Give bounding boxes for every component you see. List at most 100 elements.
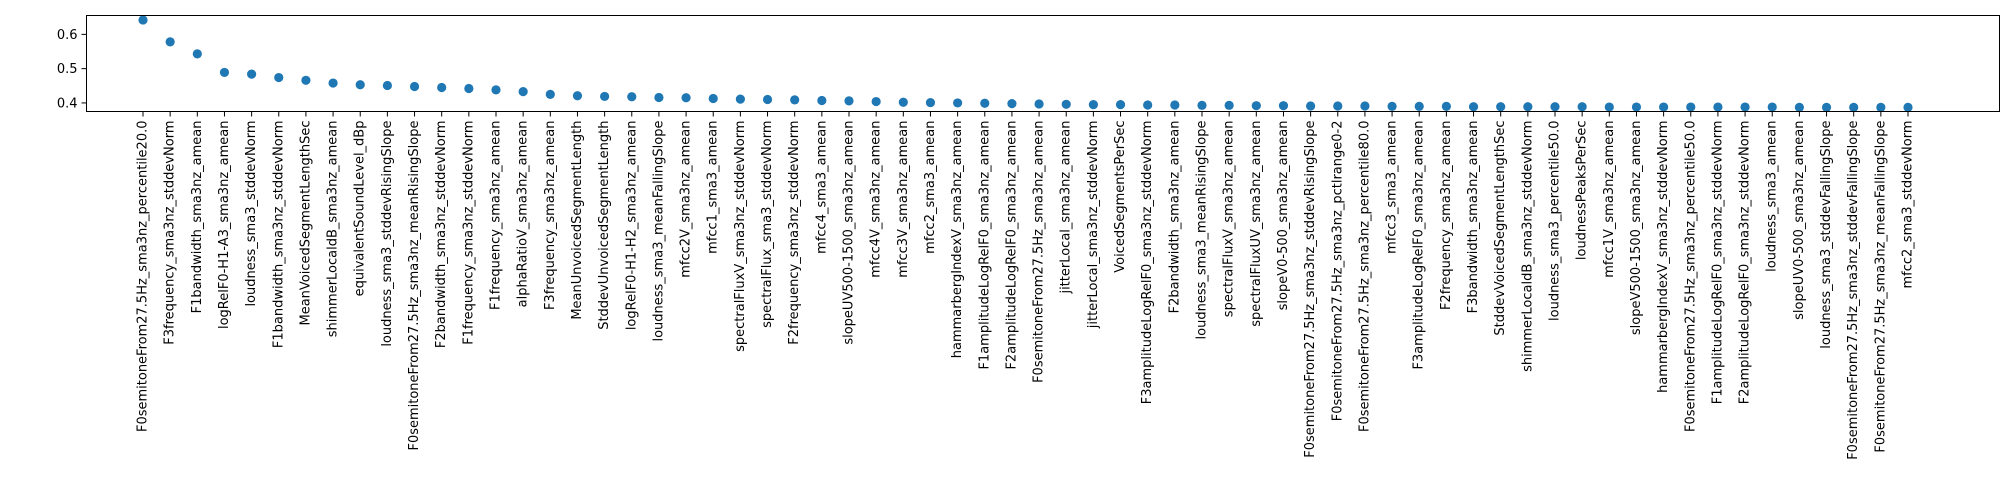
data-point bbox=[1659, 102, 1668, 111]
data-point bbox=[1442, 102, 1451, 111]
data-point bbox=[1062, 100, 1071, 109]
x-tick-label: F1bandwidth_sma3nz_amean bbox=[190, 120, 205, 313]
data-point bbox=[1469, 102, 1478, 111]
x-tick-label: MeanUnvoicedSegmentLength bbox=[570, 121, 585, 320]
x-tick-label: F1frequency_sma3nz_amean bbox=[489, 121, 504, 311]
data-point bbox=[763, 95, 772, 104]
x-tick-label: slopeUV500-1500_sma3nz_amean bbox=[842, 121, 857, 345]
x-tick-label: F1amplitudeLogRelF0_sma3nz_stddevNorm bbox=[1710, 121, 1725, 405]
data-point bbox=[681, 93, 690, 102]
data-point bbox=[790, 95, 799, 104]
x-tick-label: F0semitoneFrom27.5Hz_sma3nz_amean bbox=[1032, 121, 1047, 383]
data-point bbox=[301, 76, 310, 85]
data-point bbox=[844, 96, 853, 105]
x-tick-label: F0semitoneFrom27.5Hz_sma3nz_percentile50… bbox=[1683, 121, 1698, 433]
x-tick-label: F2amplitudeLogRelF0_sma3nz_amean bbox=[1004, 121, 1019, 370]
x-tick-label: jitterLocal_sma3nz_amean bbox=[1059, 121, 1074, 295]
x-tick-label: F0semitoneFrom27.5Hz_sma3nz_stddevFallin… bbox=[1846, 121, 1861, 460]
x-tick-label: MeanVoicedSegmentLengthSec bbox=[298, 121, 313, 326]
x-tick-label: shimmerLocaldB_sma3nz_stddevNorm bbox=[1520, 121, 1535, 372]
x-tick-label: alphaRatioV_sma3nz_amean bbox=[516, 121, 531, 308]
data-point bbox=[1795, 103, 1804, 112]
x-tick-label: hammarbergIndexV_sma3nz_amean bbox=[950, 121, 965, 359]
x-tick-label: shimmerLocaldB_sma3nz_amean bbox=[326, 120, 341, 337]
data-point bbox=[1686, 102, 1695, 111]
data-point bbox=[1578, 102, 1587, 111]
data-point bbox=[953, 98, 962, 107]
x-tick-label: slopeUV0-500_sma3nz_amean bbox=[1792, 121, 1807, 320]
x-tick-label: F2bandwidth_sma3nz_stddevNorm bbox=[434, 121, 449, 349]
data-point bbox=[1007, 99, 1016, 108]
data-point bbox=[166, 37, 175, 46]
data-point bbox=[1740, 102, 1749, 111]
x-tick-label: spectralFluxV_sma3nz_amean bbox=[1222, 121, 1237, 318]
data-point bbox=[437, 83, 446, 92]
data-point bbox=[899, 98, 908, 107]
data-point bbox=[1415, 102, 1424, 111]
data-point bbox=[1876, 103, 1885, 112]
data-point bbox=[410, 82, 419, 91]
x-tick-label: F2amplitudeLogRelF0_sma3nz_stddevNorm bbox=[1738, 121, 1753, 405]
x-tick-label: F3frequency_sma3nz_stddevNorm bbox=[163, 121, 178, 345]
data-point bbox=[1768, 102, 1777, 111]
data-point bbox=[872, 97, 881, 106]
data-point bbox=[138, 15, 147, 24]
x-tick-label: loudness_sma3_amean bbox=[1765, 121, 1780, 272]
x-tick-label: mfcc4_sma3_amean bbox=[814, 121, 829, 254]
data-point bbox=[193, 49, 202, 58]
data-point bbox=[1605, 102, 1614, 111]
x-tick-label: mfcc4V_sma3nz_amean bbox=[869, 120, 884, 277]
x-tick-label: loudness_sma3_meanFallingSlope bbox=[651, 121, 666, 342]
data-point bbox=[1225, 101, 1234, 110]
x-tick-label: spectralFluxUV_sma3nz_amean bbox=[1249, 121, 1264, 327]
data-point bbox=[1496, 102, 1505, 111]
x-tick-label: F0semitoneFrom27.5Hz_sma3nz_meanRisingSl… bbox=[407, 121, 422, 451]
x-tick-label: spectralFlux_sma3_stddevNorm bbox=[760, 121, 775, 328]
data-point bbox=[1713, 102, 1722, 111]
data-point bbox=[1903, 103, 1912, 112]
data-point bbox=[1333, 101, 1342, 110]
x-tick-label: mfcc1V_sma3nz_amean bbox=[1602, 121, 1617, 278]
x-tick-label: F0semitoneFrom27.5Hz_sma3nz_percentile80… bbox=[1357, 121, 1372, 433]
data-point bbox=[356, 80, 365, 89]
data-point bbox=[980, 99, 989, 108]
x-tick-label: F0semitoneFrom27.5Hz_sma3nz_meanFallingS… bbox=[1873, 121, 1888, 453]
data-point bbox=[817, 96, 826, 105]
x-tick-label: mfcc3_sma3_amean bbox=[1385, 121, 1400, 254]
x-tick-label: F1bandwidth_sma3nz_stddevNorm bbox=[271, 121, 286, 349]
x-tick-label: F0semitoneFrom27.5Hz_sma3nz_percentile20… bbox=[136, 121, 151, 433]
data-point bbox=[247, 70, 256, 79]
y-tick-label: 0.5 bbox=[57, 62, 78, 77]
data-point bbox=[1279, 101, 1288, 110]
x-tick-label: slopeV0-500_sma3nz_amean bbox=[1276, 121, 1291, 311]
data-point bbox=[546, 90, 555, 99]
x-tick-label: F2frequency_sma3nz_amean bbox=[1439, 121, 1454, 311]
x-tick-label: F3amplitudeLogRelF0_sma3nz_amean bbox=[1412, 121, 1427, 370]
data-point bbox=[1197, 101, 1206, 110]
x-tick-label: F2frequency_sma3nz_stddevNorm bbox=[787, 121, 802, 345]
x-tick-label: StddevUnvoicedSegmentLength bbox=[597, 121, 612, 330]
data-point bbox=[1252, 101, 1261, 110]
x-tick-label: F3amplitudeLogRelF0_sma3nz_stddevNorm bbox=[1140, 121, 1155, 405]
data-point bbox=[573, 91, 582, 100]
y-tick-label: 0.6 bbox=[57, 28, 78, 43]
x-tick-label: slopeV500-1500_sma3nz_amean bbox=[1629, 121, 1644, 336]
x-tick-label: VoicedSegmentsPerSec bbox=[1113, 121, 1128, 273]
data-point bbox=[1170, 100, 1179, 109]
data-point bbox=[328, 78, 337, 87]
x-tick-label: loudness_sma3_stddevNorm bbox=[244, 121, 259, 307]
data-point bbox=[926, 98, 935, 107]
x-tick-label: mfcc2_sma3_amean bbox=[923, 121, 938, 254]
x-tick-label: loudness_sma3_stddevFallingSlope bbox=[1819, 121, 1834, 349]
data-point bbox=[491, 85, 500, 94]
data-point bbox=[1523, 102, 1532, 111]
data-point bbox=[1034, 99, 1043, 108]
x-tick-label: F3frequency_sma3nz_amean bbox=[543, 121, 558, 311]
data-point bbox=[464, 84, 473, 93]
x-tick-label: F2bandwidth_sma3nz_amean bbox=[1167, 121, 1182, 314]
x-tick-label: F1amplitudeLogRelF0_sma3nz_amean bbox=[977, 121, 992, 370]
data-point bbox=[1143, 100, 1152, 109]
x-tick-label: StddevVoicedSegmentLengthSec bbox=[1493, 121, 1508, 336]
data-point bbox=[1550, 102, 1559, 111]
x-tick-label: F3bandwidth_sma3nz_amean bbox=[1466, 121, 1481, 314]
